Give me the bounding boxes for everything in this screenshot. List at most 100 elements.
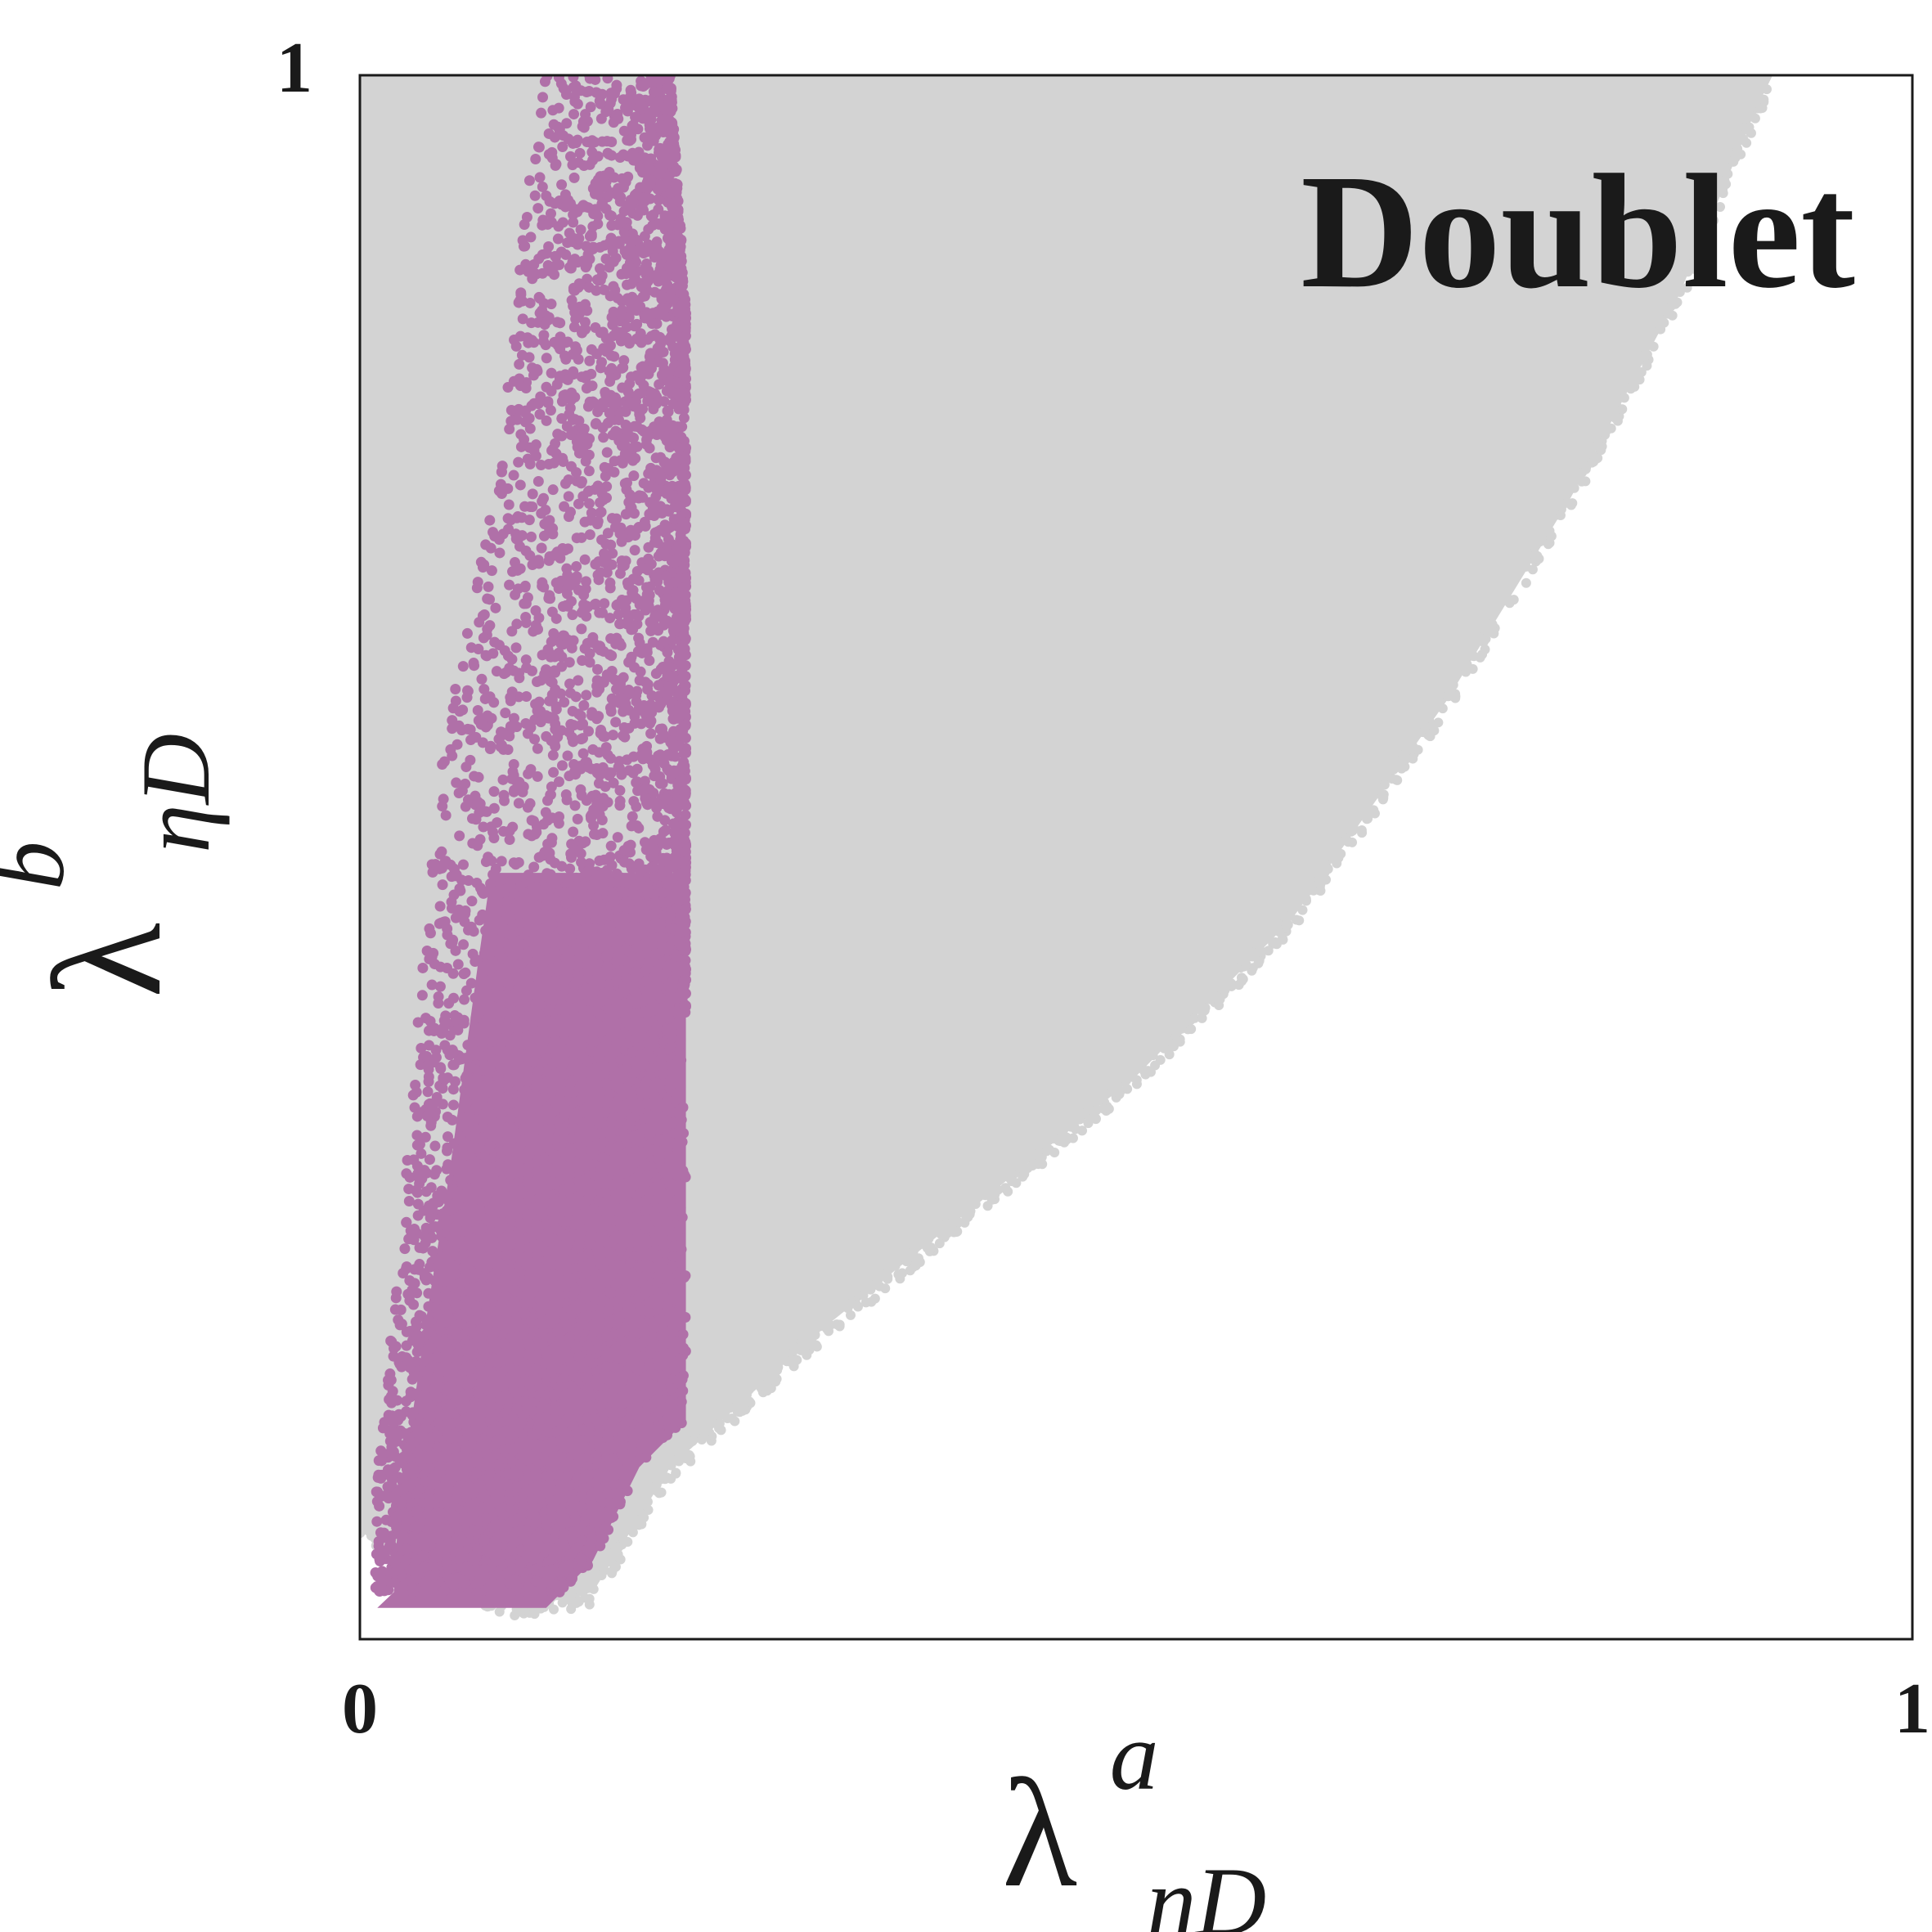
grey-point	[1233, 980, 1244, 991]
purple-point	[589, 1325, 600, 1337]
purple-point	[659, 1247, 671, 1259]
purple-point	[627, 1148, 639, 1159]
grey-point	[1542, 525, 1552, 536]
grey-point	[982, 1187, 992, 1197]
grey-point	[1270, 937, 1281, 947]
purple-point	[608, 1215, 619, 1226]
purple-point	[532, 203, 544, 214]
purple-point	[591, 663, 603, 675]
purple-point	[534, 172, 546, 183]
purple-point	[557, 217, 568, 228]
purple-point	[570, 691, 582, 703]
purple-point	[571, 561, 582, 573]
purple-point	[534, 408, 546, 420]
purple-point	[599, 284, 610, 295]
purple-point	[658, 826, 669, 838]
purple-point	[613, 1140, 625, 1152]
grey-point	[1558, 499, 1569, 510]
purple-point	[640, 1452, 652, 1463]
purple-point	[541, 353, 552, 364]
grey-point	[1718, 184, 1728, 195]
purple-point	[524, 458, 536, 470]
grey-point	[802, 1350, 812, 1360]
purple-point	[536, 107, 547, 119]
purple-point	[532, 972, 543, 983]
purple-point	[576, 476, 587, 487]
purple-point	[586, 1045, 597, 1057]
purple-point	[448, 1099, 460, 1111]
purple-point	[444, 1030, 456, 1041]
purple-point	[546, 1206, 557, 1217]
grey-point	[1521, 577, 1531, 588]
purple-point	[546, 367, 557, 379]
purple-point	[495, 874, 506, 885]
purple-point	[396, 1319, 407, 1330]
purple-point	[510, 340, 522, 352]
purple-point	[660, 1206, 672, 1218]
grey-point	[1476, 634, 1486, 645]
purple-point	[584, 529, 595, 541]
grey-point	[737, 1405, 748, 1416]
purple-point	[487, 527, 499, 538]
purple-point	[651, 1022, 663, 1033]
purple-point	[612, 292, 623, 303]
purple-point	[632, 1364, 644, 1376]
purple-point	[487, 1036, 498, 1047]
purple-point	[567, 609, 578, 621]
purple-point	[490, 982, 501, 993]
purple-point	[595, 362, 606, 374]
purple-point	[599, 598, 610, 609]
purple-point	[526, 1350, 537, 1361]
purple-point	[478, 821, 489, 833]
purple-point	[663, 482, 675, 493]
purple-point	[673, 1224, 685, 1236]
purple-point	[577, 255, 589, 267]
purple-point	[496, 856, 507, 867]
purple-point	[474, 883, 486, 894]
purple-point	[451, 1359, 462, 1371]
purple-point	[580, 299, 591, 310]
purple-point	[591, 519, 603, 530]
purple-point	[514, 264, 526, 276]
purple-point	[562, 750, 573, 762]
grey-point	[845, 1310, 856, 1320]
purple-point	[542, 838, 554, 850]
purple-point	[673, 1108, 685, 1120]
purple-point	[568, 82, 579, 93]
grey-point	[1732, 143, 1743, 154]
purple-point	[573, 889, 584, 901]
grey-point	[362, 1525, 373, 1536]
purple-point	[541, 415, 552, 426]
purple-point	[580, 576, 591, 587]
purple-point	[532, 398, 544, 410]
purple-point	[539, 76, 550, 88]
purple-point	[546, 963, 558, 974]
purple-point	[593, 574, 604, 586]
grey-point	[666, 1460, 676, 1471]
grey-point	[607, 1568, 618, 1579]
purple-point	[606, 860, 618, 871]
purple-point	[566, 642, 577, 654]
purple-point	[465, 1359, 476, 1371]
purple-point	[637, 1337, 649, 1348]
purple-point	[551, 1427, 563, 1438]
purple-point	[638, 1389, 649, 1400]
purple-point	[484, 744, 496, 755]
purple-point	[595, 180, 606, 191]
grey-point	[1634, 375, 1645, 385]
purple-point	[571, 532, 582, 544]
purple-point	[609, 1193, 621, 1205]
purple-point	[404, 1275, 416, 1287]
purple-point	[655, 992, 667, 1004]
purple-point	[566, 1572, 577, 1584]
purple-point	[596, 88, 608, 100]
purple-point	[534, 1025, 546, 1036]
grey-point	[1408, 753, 1418, 764]
purple-point	[537, 181, 548, 192]
purple-point	[472, 840, 483, 851]
grey-point	[1341, 833, 1351, 844]
purple-point	[492, 906, 504, 918]
grey-point	[1691, 252, 1701, 263]
grey-point	[1090, 1112, 1100, 1122]
purple-point	[541, 1348, 552, 1359]
